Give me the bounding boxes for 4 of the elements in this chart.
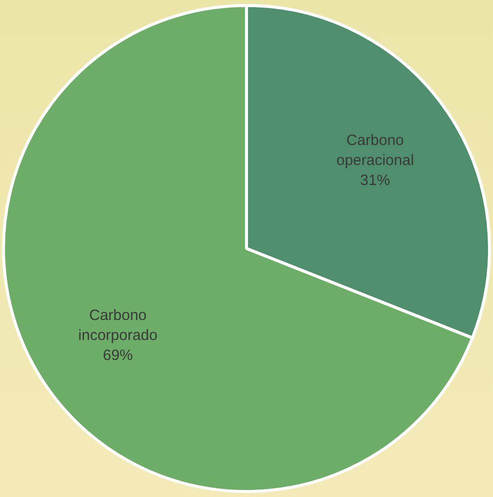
slice-label: Carbono incorporado	[78, 307, 158, 344]
data-label: 69%	[102, 347, 133, 364]
slice-label: Carbono operacional	[336, 132, 414, 170]
data-label: 31%	[360, 172, 390, 190]
